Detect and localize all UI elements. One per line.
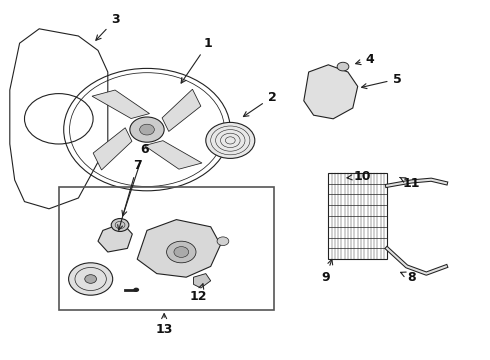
PathPatch shape bbox=[137, 220, 220, 277]
Circle shape bbox=[167, 241, 196, 263]
Text: 6: 6 bbox=[122, 143, 149, 216]
Text: 1: 1 bbox=[181, 37, 213, 83]
Text: 5: 5 bbox=[362, 73, 401, 89]
Text: 2: 2 bbox=[244, 91, 276, 117]
PathPatch shape bbox=[194, 274, 211, 288]
PathPatch shape bbox=[304, 65, 358, 119]
Circle shape bbox=[206, 122, 255, 158]
Circle shape bbox=[140, 124, 154, 135]
Circle shape bbox=[174, 247, 189, 257]
Text: 11: 11 bbox=[400, 177, 420, 190]
Text: 13: 13 bbox=[155, 314, 173, 336]
Text: 10: 10 bbox=[347, 170, 371, 183]
Text: 9: 9 bbox=[321, 260, 333, 284]
Text: 12: 12 bbox=[190, 284, 207, 303]
Polygon shape bbox=[145, 141, 202, 169]
PathPatch shape bbox=[98, 223, 132, 252]
Circle shape bbox=[130, 117, 164, 142]
Circle shape bbox=[133, 288, 139, 292]
Circle shape bbox=[217, 237, 229, 246]
Circle shape bbox=[85, 275, 97, 283]
Text: 7: 7 bbox=[118, 159, 142, 230]
Text: 8: 8 bbox=[401, 271, 416, 284]
Circle shape bbox=[69, 263, 113, 295]
Polygon shape bbox=[162, 89, 201, 131]
Circle shape bbox=[337, 62, 349, 71]
Text: 4: 4 bbox=[356, 53, 374, 66]
Circle shape bbox=[111, 219, 129, 231]
Polygon shape bbox=[93, 128, 132, 170]
Polygon shape bbox=[92, 90, 149, 118]
Text: 3: 3 bbox=[96, 13, 120, 40]
Bar bbox=[328, 173, 387, 259]
